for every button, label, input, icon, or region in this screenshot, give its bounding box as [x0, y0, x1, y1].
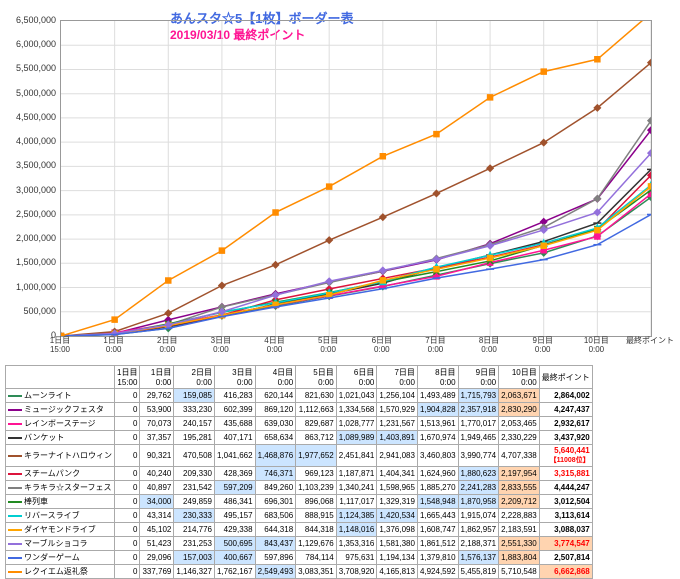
- series-label: キラーナイトハロウィン: [6, 445, 115, 467]
- series-label: スチームパンク: [6, 467, 115, 481]
- series-label: リバースライブ: [6, 509, 115, 523]
- series-label: 棒列車: [6, 495, 115, 509]
- series-label: マーブルショコラ: [6, 537, 115, 551]
- series-label: レインボーステージ: [6, 417, 115, 431]
- series-label: キラキラ☆スターフェス: [6, 481, 115, 495]
- series-label: バンケット: [6, 431, 115, 445]
- series-label: ワンダーゲーム: [6, 551, 115, 565]
- series-label: レクイエム返礼祭: [6, 565, 115, 579]
- chart-plot: [60, 20, 652, 337]
- series-label: ダイヤモンドライブ: [6, 523, 115, 537]
- series-label: ミュージックフェスタ: [6, 403, 115, 417]
- y-axis: 0500,0001,000,0001,500,0002,000,0002,500…: [0, 20, 58, 335]
- series-label: ムーンライト: [6, 389, 115, 403]
- data-table: 1日目15:001日目0:002日目0:003日目0:004日目0:005日目0…: [5, 365, 593, 579]
